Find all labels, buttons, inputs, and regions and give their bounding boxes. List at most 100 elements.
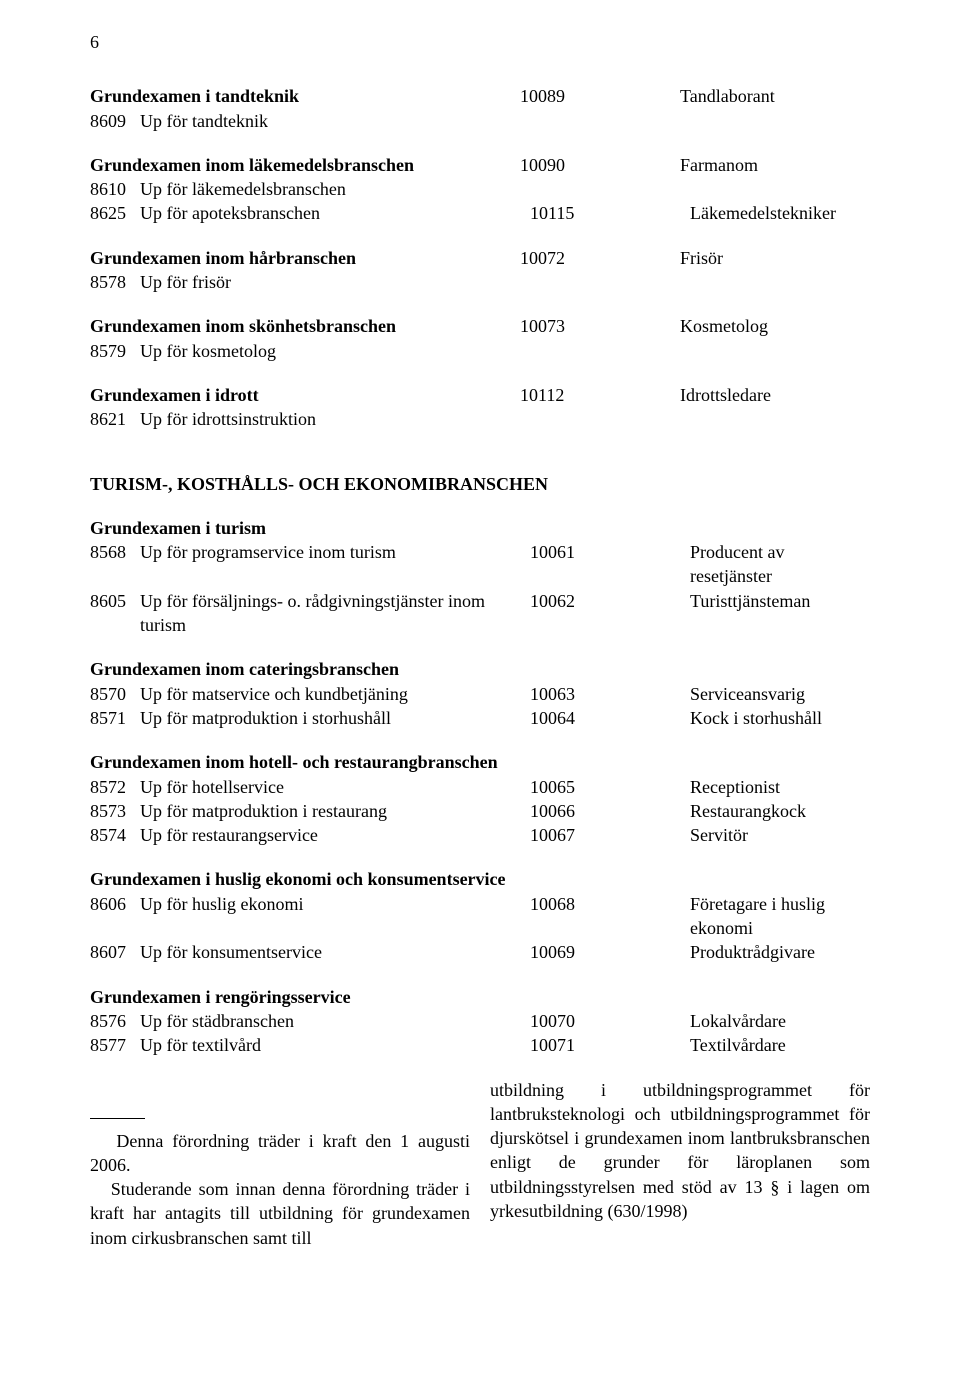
program-row: 8570Up för matservice och kundbetjäning1… [90, 682, 870, 706]
qualification-heading: Grundexamen inom läkemedelsbranschen [90, 153, 520, 177]
heading-row: Grundexamen inom hotell- och restaurangb… [90, 750, 870, 774]
program-row: 8572Up för hotellservice10065Receptionis… [90, 775, 870, 799]
program-number: 10063 [530, 682, 690, 706]
program-number: 10071 [530, 1033, 690, 1057]
program-code: 8576 [90, 1009, 140, 1033]
qualification-role: Idrottsledare [680, 383, 850, 407]
qualification-block: Grundexamen inom skönhetsbranschen10073K… [90, 314, 870, 363]
program-role: Serviceansvarig [690, 682, 860, 706]
program-text: Up för hotellservice [140, 775, 530, 799]
program-code: 8609 [90, 109, 140, 133]
program-row: 8606Up för huslig ekonomi10068Företagare… [90, 892, 870, 941]
program-number: 10070 [530, 1009, 690, 1033]
heading-row: Grundexamen inom hårbranschen10072Frisör [90, 246, 870, 270]
program-role: Turisttjänsteman [690, 589, 860, 613]
program-number: 10064 [530, 706, 690, 730]
program-number: 10062 [530, 589, 690, 613]
program-code: 8572 [90, 775, 140, 799]
program-text: Up för matservice och kundbetjäning [140, 682, 530, 706]
qualification-block: Grundexamen i rengöringsservice8576Up fö… [90, 985, 870, 1058]
qualification-block: Grundexamen inom hårbranschen10072Frisör… [90, 246, 870, 295]
heading-row: Grundexamen inom läkemedelsbranschen1009… [90, 153, 870, 177]
program-code: 8571 [90, 706, 140, 730]
heading-row: Grundexamen i idrott10112Idrottsledare [90, 383, 870, 407]
program-number: 10065 [530, 775, 690, 799]
ordinance-students: Studerande som innan denna förordning tr… [90, 1177, 470, 1250]
program-code: 8570 [90, 682, 140, 706]
program-text: Up för huslig ekonomi [140, 892, 530, 916]
program-text: Up för restaurangservice [140, 823, 530, 847]
program-role: Servitör [690, 823, 860, 847]
qualification-block: Grundexamen i tandteknik10089Tandlaboran… [90, 84, 870, 133]
program-text: Up för tandteknik [140, 109, 530, 133]
qualification-code: 10072 [520, 246, 680, 270]
program-code: 8568 [90, 540, 140, 564]
program-role: Receptionist [690, 775, 860, 799]
program-code: 8579 [90, 339, 140, 363]
program-role: Producent av resetjänster [690, 540, 860, 589]
qualification-block: Grundexamen i huslig ekonomi och konsume… [90, 867, 870, 964]
heading-row: Grundexamen i rengöringsservice [90, 985, 870, 1009]
program-role: Företagare i huslig ekonomi [690, 892, 860, 941]
heading-row: Grundexamen inom cateringsbranschen [90, 657, 870, 681]
qualification-heading: Grundexamen inom hårbranschen [90, 246, 520, 270]
program-row: 8610Up för läkemedelsbranschen [90, 177, 870, 201]
program-row: 8607Up för konsumentservice10069Produktr… [90, 940, 870, 964]
qualification-code: 10112 [520, 383, 680, 407]
program-code: 8605 [90, 589, 140, 613]
program-text: Up för idrottsinstruktion [140, 407, 530, 431]
program-number: 10061 [530, 540, 690, 564]
program-text: Up för läkemedelsbranschen [140, 177, 530, 201]
divider [90, 1118, 145, 1119]
qualification-heading: Grundexamen inom cateringsbranschen [90, 657, 520, 681]
program-role: Kock i storhushåll [690, 706, 860, 730]
page-number: 6 [90, 30, 870, 54]
program-row: 8574Up för restaurangservice10067Servitö… [90, 823, 870, 847]
heading-row: Grundexamen i turism [90, 516, 870, 540]
qualification-heading: Grundexamen i huslig ekonomi och konsume… [90, 867, 520, 891]
qualification-role: Kosmetolog [680, 314, 850, 338]
section-title: TURISM-, KOSTHÅLLS- OCH EKONOMIBRANSCHEN [90, 472, 870, 496]
qualification-block: Grundexamen i turism8568Up för programse… [90, 516, 870, 637]
qualification-heading: Grundexamen i rengöringsservice [90, 985, 520, 1009]
program-number: 10068 [530, 892, 690, 916]
ordinance-date: Denna förordning träder i kraft den 1 au… [90, 1129, 470, 1178]
program-role: Läkemedelstekniker [690, 201, 860, 225]
program-code: 8625 [90, 201, 140, 225]
program-number: 10066 [530, 799, 690, 823]
program-code: 8578 [90, 270, 140, 294]
program-row: 8579Up för kosmetolog [90, 339, 870, 363]
program-row: 8609Up för tandteknik [90, 109, 870, 133]
program-row: 8568Up för programservice inom turism100… [90, 540, 870, 589]
qualification-code: 10089 [520, 84, 680, 108]
program-text: Up för kosmetolog [140, 339, 530, 363]
bottom-left-col: Denna förordning träder i kraft den 1 au… [90, 1078, 470, 1250]
qualification-block: Grundexamen inom hotell- och restaurangb… [90, 750, 870, 847]
qualification-role: Frisör [680, 246, 850, 270]
qualification-heading: Grundexamen i turism [90, 516, 520, 540]
qualification-heading: Grundexamen inom skönhetsbranschen [90, 314, 520, 338]
program-code: 8610 [90, 177, 140, 201]
program-text: Up för apoteksbranschen [140, 201, 530, 225]
qualification-heading: Grundexamen i idrott [90, 383, 520, 407]
program-row: 8573Up för matproduktion i restaurang100… [90, 799, 870, 823]
program-text: Up för städbranschen [140, 1009, 530, 1033]
program-text: Up för programservice inom turism [140, 540, 530, 564]
heading-row: Grundexamen i tandteknik10089Tandlaboran… [90, 84, 870, 108]
program-row: 8621Up för idrottsinstruktion [90, 407, 870, 431]
program-code: 8577 [90, 1033, 140, 1057]
program-code: 8573 [90, 799, 140, 823]
qualification-heading: Grundexamen inom hotell- och restaurangb… [90, 750, 520, 774]
qualification-block: Grundexamen i idrott10112Idrottsledare86… [90, 383, 870, 432]
bottom-right-col: utbildning i utbildningsprogrammet för l… [490, 1078, 870, 1250]
program-text: Up för frisör [140, 270, 530, 294]
program-code: 8621 [90, 407, 140, 431]
program-role: Textilvårdare [690, 1033, 860, 1057]
program-text: Up för försäljnings- o. rådgivningstjäns… [140, 589, 530, 638]
program-row: 8576Up för städbranschen10070Lokalvårdar… [90, 1009, 870, 1033]
program-row: 8578Up för frisör [90, 270, 870, 294]
program-role: Produktrådgivare [690, 940, 860, 964]
program-code: 8574 [90, 823, 140, 847]
heading-row: Grundexamen inom skönhetsbranschen10073K… [90, 314, 870, 338]
program-row: 8625Up för apoteksbranschen10115Läkemede… [90, 201, 870, 225]
